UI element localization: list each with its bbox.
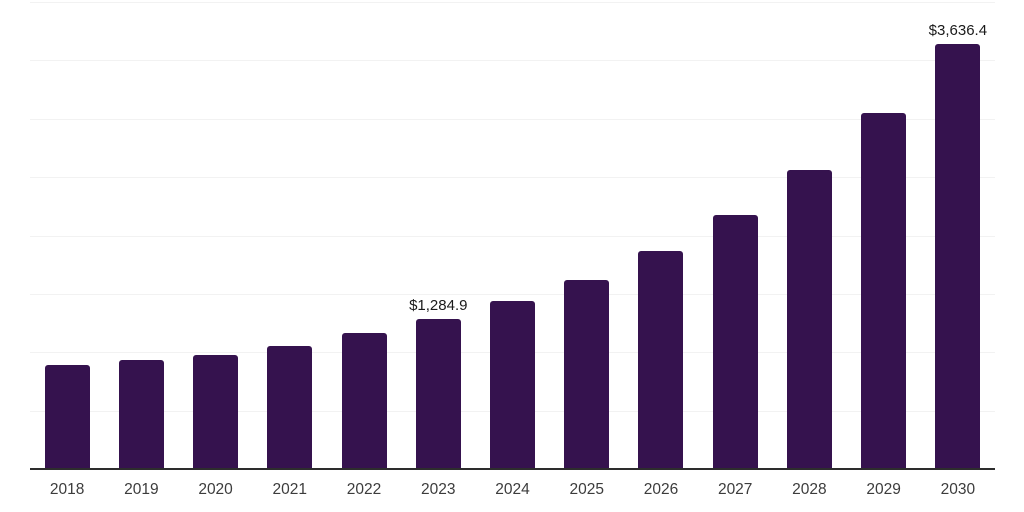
- x-axis-tick-labels: 2018 2019 2020 2021 2022 2023 2024 2025 2026 2027…: [30, 481, 995, 503]
- x-tick-2024: 2024: [495, 481, 530, 498]
- bar-2023: [415, 319, 461, 469]
- gridline-1500: [30, 293, 995, 295]
- data-label-2030: $3,636.4: [928, 22, 988, 40]
- x-tick-2021: 2021: [272, 481, 308, 498]
- x-tick-2018: 2018: [49, 481, 85, 498]
- gridline-2500: [30, 177, 995, 179]
- x-tick-2026: 2026: [643, 481, 679, 498]
- bar-2028: [786, 170, 832, 469]
- bar-2024: [490, 301, 535, 469]
- bar-2029: [861, 112, 907, 469]
- x-tick-2029: 2029: [866, 481, 901, 498]
- gridline-3500: [30, 60, 995, 62]
- bar-2030: [935, 44, 981, 469]
- gridline-3000: [30, 118, 995, 120]
- x-tick-2028: 2028: [792, 481, 827, 498]
- bar-2021: [267, 345, 313, 469]
- gridline-2000: [30, 235, 995, 237]
- x-tick-2020: 2020: [198, 481, 233, 498]
- bar-2019: [118, 360, 164, 469]
- x-tick-2023: 2023: [421, 481, 456, 498]
- gridline-4000: [30, 2, 995, 3]
- data-label-2023: $1,284.9: [409, 297, 468, 314]
- x-tick-2022: 2022: [346, 481, 382, 498]
- bar-2022: [341, 333, 387, 469]
- x-tick-2019: 2019: [124, 481, 159, 498]
- x-tick-2027: 2027: [717, 481, 753, 498]
- bar-2027: [712, 214, 758, 469]
- x-axis-line: [30, 468, 995, 470]
- bar-2025: [564, 279, 610, 469]
- bar-2026: [638, 250, 684, 469]
- bar-2018: [44, 365, 90, 469]
- bar-2020: [193, 355, 239, 469]
- x-tick-2030: 2030: [940, 481, 976, 498]
- plot-area: $1,284.9 $3,636.4: [30, 2, 995, 470]
- x-tick-2025: 2025: [569, 481, 604, 498]
